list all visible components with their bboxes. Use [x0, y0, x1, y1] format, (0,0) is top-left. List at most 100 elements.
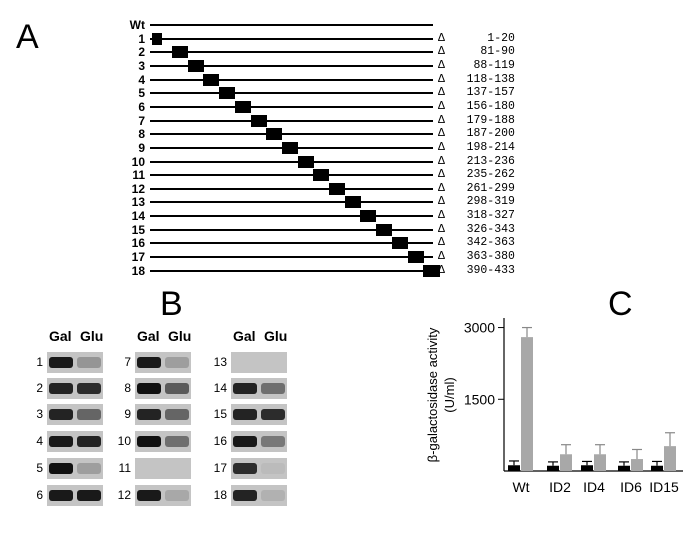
deletion-box: [266, 128, 283, 141]
band-glu: [77, 383, 101, 394]
bar: [651, 465, 663, 471]
blot-strip: [135, 352, 191, 373]
deletion-range-label: Δ 390-433: [438, 264, 515, 277]
blot-strip: [47, 458, 103, 479]
bar: [594, 454, 606, 471]
row-label: 4: [138, 72, 145, 87]
deletion-box: [313, 169, 330, 182]
construct-line: [150, 174, 433, 177]
deletion-box: [376, 223, 393, 236]
deletion-box: [203, 73, 220, 86]
lane-number: 15: [213, 407, 227, 421]
header-gal: Gal: [233, 328, 256, 344]
band-glu: [261, 383, 285, 394]
deletion-range-label: Δ 137-157: [438, 86, 515, 99]
deletion-box: [219, 87, 236, 100]
band-glu: [261, 436, 285, 447]
band-gal: [49, 436, 73, 447]
deletion-range-label: Δ 156-180: [438, 100, 515, 113]
row-label: 10: [131, 154, 145, 169]
lane-number: 1: [36, 355, 43, 369]
deletion-range: 261-299: [466, 181, 515, 195]
deletion-range: 179-188: [466, 113, 515, 127]
band-gal: [49, 463, 73, 474]
deletion-range: 363-380: [466, 250, 515, 264]
deletion-range-label: Δ 261-299: [438, 182, 515, 195]
deletion-range: 342-363: [466, 236, 515, 250]
row-label: 2: [138, 45, 145, 60]
deletion-range-label: Δ 1-20: [438, 32, 515, 45]
row-label: 1: [138, 31, 145, 46]
construct-line: [150, 160, 433, 163]
row-label: 16: [131, 236, 145, 251]
bar: [547, 465, 559, 471]
delta-symbol: Δ: [438, 168, 445, 182]
band-gal: [49, 490, 73, 501]
deletion-range: 198-214: [466, 140, 515, 154]
band-gal: [233, 383, 257, 394]
band-glu: [165, 383, 189, 394]
construct-line: [150, 37, 433, 40]
row-label: 13: [131, 195, 145, 210]
construct-line: [150, 201, 433, 204]
band-glu: [77, 463, 101, 474]
construct-line: [150, 119, 433, 122]
header-glu: Glu: [80, 328, 104, 344]
construct-line: [150, 228, 433, 231]
delta-symbol: Δ: [438, 31, 445, 45]
blot-strip: [135, 404, 191, 425]
lane-number: 11: [118, 461, 131, 475]
deletion-range: 81-90: [480, 45, 515, 59]
y-axis-label-line2: (U/ml): [442, 377, 457, 412]
band-gal: [137, 357, 161, 368]
construct-line: [150, 269, 433, 272]
band-glu: [165, 490, 189, 501]
lane-number: 9: [124, 407, 131, 421]
deletion-box: [187, 59, 204, 72]
deletion-range: 88-119: [473, 58, 515, 72]
row-label: 8: [138, 127, 145, 142]
deletion-box: [344, 196, 361, 209]
blot-strip: [47, 352, 103, 373]
deletion-range-label: Δ 118-138: [438, 73, 515, 86]
band-gal: [49, 409, 73, 420]
band-gal: [233, 490, 257, 501]
blot-strip: [47, 485, 103, 506]
band-gal: [233, 409, 257, 420]
lane-number: 3: [36, 407, 43, 421]
header-gal: Gal: [137, 328, 160, 344]
header-glu: Glu: [264, 328, 288, 344]
construct-line: [150, 92, 433, 95]
construct-line: [150, 187, 433, 190]
blot-strip: [231, 458, 287, 479]
bar: [560, 454, 572, 471]
x-tick-label: ID6: [620, 479, 642, 495]
blot-strip: [231, 431, 287, 452]
deletion-range: 118-138: [466, 72, 515, 86]
row-label: 3: [138, 58, 145, 73]
band-gal: [137, 436, 161, 447]
y-axis-label: β-galactosidase activity (U/ml): [425, 327, 457, 462]
row-label: Wt: [129, 18, 145, 32]
row-label: 5: [138, 86, 145, 101]
lane-number: 4: [36, 434, 43, 448]
deletion-range-label: Δ 363-380: [438, 250, 515, 263]
row-label: 11: [132, 168, 145, 183]
y-tick-label: 1500: [464, 391, 495, 407]
deletion-range: 318-327: [466, 209, 515, 223]
x-tick-label: ID2: [549, 479, 571, 495]
construct-line: [150, 215, 433, 218]
deletion-range: 187-200: [466, 127, 515, 141]
deletion-range: 137-157: [466, 86, 515, 100]
deletion-range-label: Δ 187-200: [438, 127, 515, 140]
blot-strip: [135, 458, 191, 479]
row-label: 7: [138, 113, 145, 128]
lane-number: 16: [213, 434, 227, 448]
construct-line: [150, 24, 433, 26]
band-gal: [137, 383, 161, 394]
deletion-range: 235-262: [466, 168, 515, 182]
blot-strip: [135, 431, 191, 452]
x-tick-label: ID4: [583, 479, 605, 495]
delta-symbol: Δ: [438, 263, 445, 277]
